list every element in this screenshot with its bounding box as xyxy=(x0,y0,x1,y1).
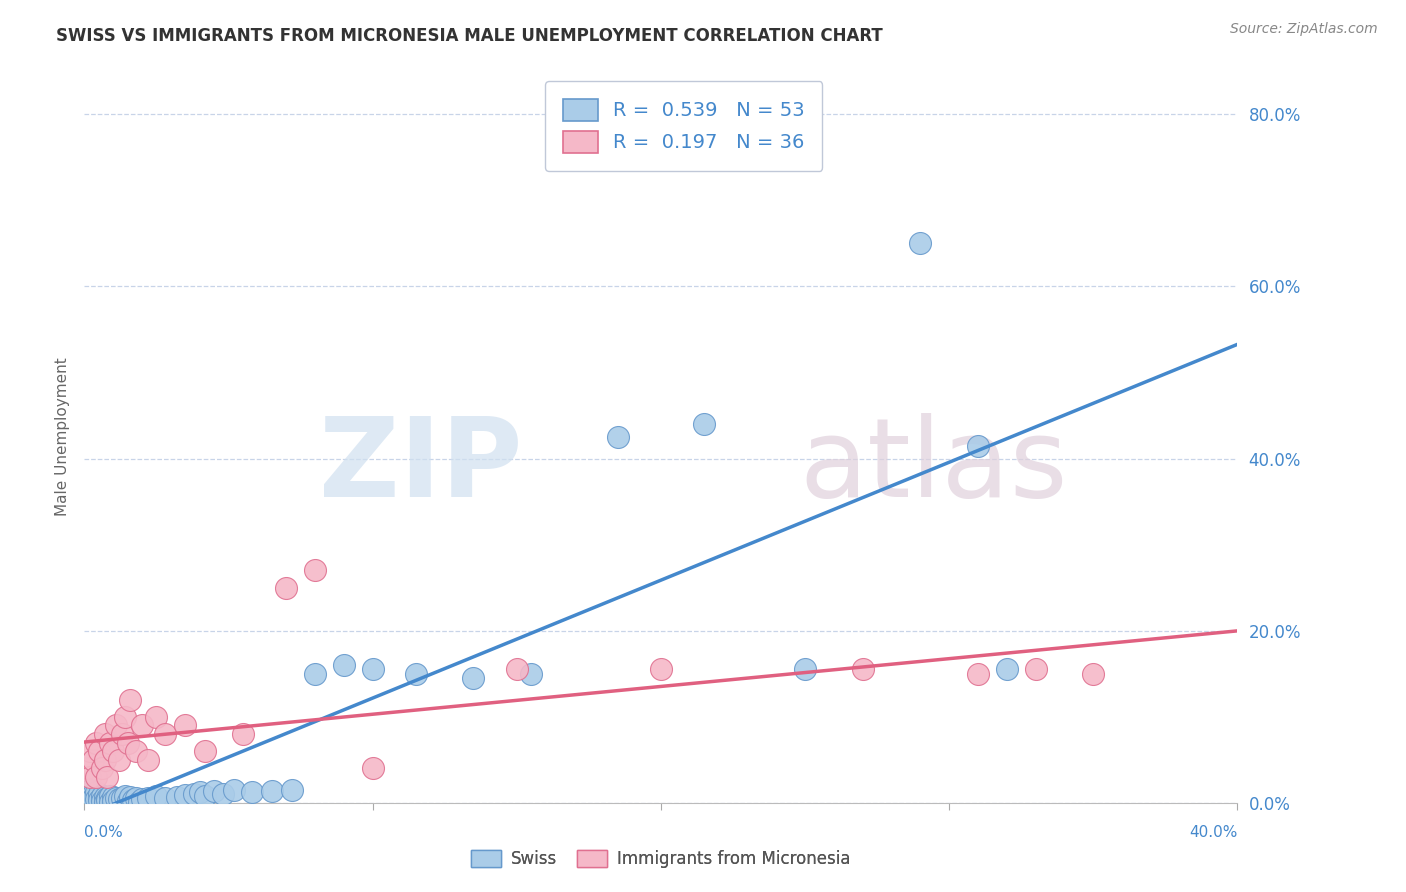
Point xyxy=(520,666,543,681)
Point xyxy=(793,662,815,676)
Point xyxy=(82,791,104,805)
Point xyxy=(131,718,153,732)
Point xyxy=(90,794,112,808)
Point xyxy=(650,662,672,676)
Point xyxy=(183,787,205,801)
Point xyxy=(117,735,139,749)
Point xyxy=(122,793,145,807)
Point xyxy=(84,792,107,806)
Point xyxy=(96,790,118,805)
Point xyxy=(108,792,131,806)
Point xyxy=(103,789,124,804)
Point xyxy=(174,718,197,732)
Y-axis label: Male Unemployment: Male Unemployment xyxy=(55,358,70,516)
Point xyxy=(506,662,529,676)
Point xyxy=(194,789,217,803)
Point xyxy=(84,735,107,749)
Point xyxy=(908,236,931,251)
Point xyxy=(361,662,384,676)
Point xyxy=(995,662,1018,676)
Point xyxy=(93,789,115,804)
Text: Source: ZipAtlas.com: Source: ZipAtlas.com xyxy=(1230,22,1378,37)
Point xyxy=(90,789,112,803)
Text: ZIP: ZIP xyxy=(319,413,523,520)
Point xyxy=(405,666,427,681)
Point xyxy=(1024,662,1046,676)
Point xyxy=(967,439,990,453)
Point xyxy=(105,791,128,805)
Point xyxy=(281,783,304,797)
Point xyxy=(84,770,107,784)
Point xyxy=(361,761,384,775)
Text: 0.0%: 0.0% xyxy=(84,825,124,840)
Point xyxy=(79,783,101,797)
Point xyxy=(82,787,104,801)
Point xyxy=(260,783,283,797)
Point xyxy=(108,753,131,767)
Point xyxy=(111,727,134,741)
Point xyxy=(852,662,875,676)
Point xyxy=(304,564,326,578)
Point xyxy=(87,793,110,807)
Point xyxy=(145,789,167,803)
Point xyxy=(606,430,628,444)
Point xyxy=(84,785,107,799)
Point xyxy=(105,718,128,732)
Point xyxy=(111,790,134,805)
Point xyxy=(274,581,298,595)
Point xyxy=(98,789,121,803)
Point xyxy=(87,787,110,801)
Point xyxy=(114,789,136,803)
Point xyxy=(90,761,112,775)
Point xyxy=(332,658,354,673)
Point xyxy=(194,744,217,758)
Point xyxy=(93,727,115,741)
Point xyxy=(76,761,98,775)
Point xyxy=(98,735,121,749)
Point xyxy=(98,795,121,809)
Point xyxy=(117,794,139,808)
Point xyxy=(304,666,326,681)
Point xyxy=(120,789,142,804)
Point xyxy=(967,666,990,681)
Point xyxy=(136,790,159,805)
Point xyxy=(79,744,101,758)
Point xyxy=(174,788,197,802)
Text: 40.0%: 40.0% xyxy=(1189,825,1237,840)
Point xyxy=(131,792,153,806)
Point xyxy=(125,791,148,805)
Point xyxy=(128,795,150,809)
Point xyxy=(153,727,176,741)
Point xyxy=(693,417,716,432)
Point xyxy=(188,785,211,799)
Point xyxy=(87,744,110,758)
Point xyxy=(202,783,225,797)
Point xyxy=(96,770,118,784)
Point xyxy=(153,791,176,805)
Text: SWISS VS IMMIGRANTS FROM MICRONESIA MALE UNEMPLOYMENT CORRELATION CHART: SWISS VS IMMIGRANTS FROM MICRONESIA MALE… xyxy=(56,27,883,45)
Point xyxy=(79,770,101,784)
Point xyxy=(240,784,263,798)
Point xyxy=(93,753,115,767)
Point xyxy=(224,783,246,797)
Point xyxy=(103,794,124,808)
Point xyxy=(463,671,485,685)
Point xyxy=(211,787,233,801)
Text: atlas: atlas xyxy=(799,413,1067,520)
Point xyxy=(1081,666,1104,681)
Point xyxy=(232,727,254,741)
Point xyxy=(120,692,142,706)
Point xyxy=(125,744,148,758)
Point xyxy=(166,789,188,804)
Point xyxy=(82,753,104,767)
Point xyxy=(103,744,124,758)
Legend: Swiss, Immigrants from Micronesia: Swiss, Immigrants from Micronesia xyxy=(464,844,858,875)
Point xyxy=(136,753,159,767)
Point xyxy=(96,793,118,807)
Point xyxy=(114,710,136,724)
Point xyxy=(145,710,167,724)
Point xyxy=(93,795,115,809)
